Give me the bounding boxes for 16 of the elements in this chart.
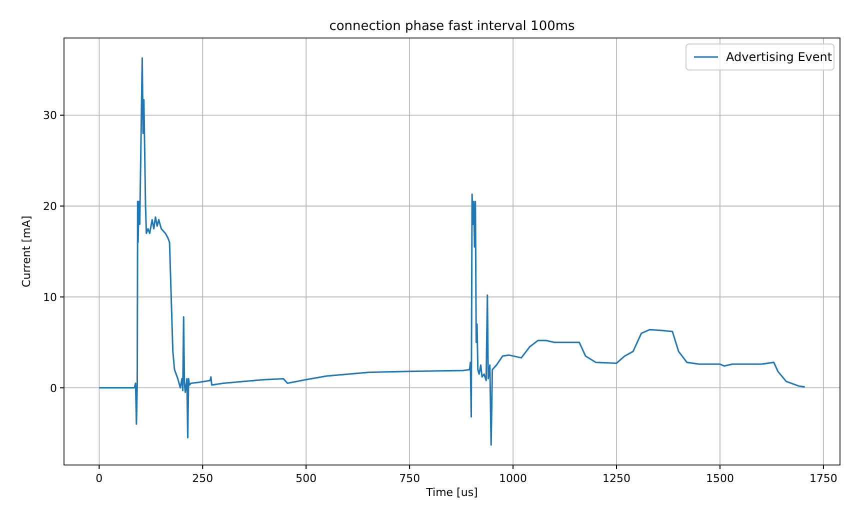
x-axis-title: Time [us] bbox=[425, 486, 478, 499]
y-tick-label: 20 bbox=[43, 200, 57, 214]
chart-title: connection phase fast interval 100ms bbox=[329, 19, 576, 34]
x-tick-label: 750 bbox=[399, 472, 420, 485]
legend-label: Advertising Event bbox=[726, 50, 832, 64]
x-tick-label: 250 bbox=[192, 472, 214, 485]
x-tick-label: 1500 bbox=[706, 472, 734, 485]
x-tick-label: 1750 bbox=[809, 472, 838, 485]
y-axis-title: Current [mA] bbox=[20, 216, 33, 288]
x-tick-label: 1000 bbox=[499, 472, 528, 485]
y-tick-label: 0 bbox=[50, 382, 57, 395]
x-tick-label: 0 bbox=[96, 472, 103, 485]
x-tick-label: 1250 bbox=[602, 472, 631, 485]
x-tick-label: 500 bbox=[296, 472, 317, 485]
y-tick-label: 10 bbox=[43, 290, 57, 304]
y-tick-label: 30 bbox=[43, 109, 57, 122]
